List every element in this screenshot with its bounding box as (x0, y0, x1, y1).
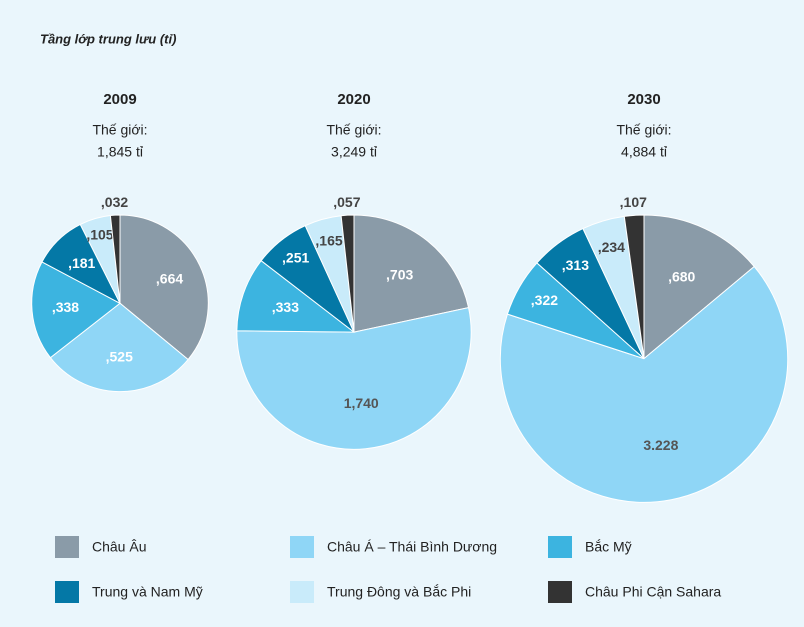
legend-label: Trung Đông và Bắc Phi (327, 584, 471, 600)
pie-title: 2030 (627, 91, 660, 108)
data-label: ,234 (598, 239, 625, 255)
pie-slice (31, 261, 121, 359)
pie-subtitle: Thế giới: (92, 122, 147, 138)
legend-swatch (548, 581, 572, 603)
pie-slice (643, 214, 755, 360)
data-label: ,057 (333, 194, 360, 210)
data-label: ,105 (86, 226, 113, 242)
legend-label: Châu Á – Thái Bình Dương (327, 539, 497, 555)
pie-slice (236, 306, 472, 450)
pie-title: 2020 (337, 91, 370, 108)
legend-swatch (55, 536, 79, 558)
chart-title: Tầng lớp trung lưu (tỉ) (40, 31, 176, 46)
data-label: 3.228 (643, 437, 678, 453)
pie-subtitle: Thế giới: (326, 122, 381, 138)
pie-subtitle: 4,884 tỉ (621, 144, 668, 160)
pie-subtitle: 3,249 tỉ (331, 144, 378, 160)
legend-label: Trung và Nam Mỹ (92, 584, 203, 600)
data-label: ,313 (562, 257, 589, 273)
legend-swatch (290, 536, 314, 558)
legend-swatch (290, 581, 314, 603)
legend-label: Bắc Mỹ (585, 539, 632, 555)
data-label: ,333 (272, 299, 299, 315)
data-label: ,251 (282, 250, 309, 266)
data-label: ,680 (668, 269, 695, 285)
data-label: ,525 (106, 349, 133, 365)
data-label: ,703 (386, 266, 413, 282)
pie-slice (49, 302, 189, 393)
pie-slice (623, 214, 645, 359)
pie-subtitle: 1,845 tỉ (97, 144, 144, 160)
legend-label: Châu Âu (92, 539, 146, 555)
legend-swatch (55, 581, 79, 603)
legend-swatch (548, 536, 572, 558)
data-label: ,107 (620, 194, 647, 210)
pie-slice (340, 214, 355, 333)
data-label: ,664 (156, 271, 183, 287)
data-label: ,032 (101, 194, 128, 210)
data-label: 1,740 (344, 395, 379, 411)
pie-slice (236, 259, 356, 333)
data-label: ,322 (531, 292, 558, 308)
pie-title: 2009 (103, 91, 136, 108)
legend-label: Châu Phi Cận Sahara (585, 584, 721, 600)
pie-subtitle: Thế giới: (616, 122, 671, 138)
data-label: ,165 (315, 233, 342, 249)
pie-slice (499, 265, 789, 503)
data-label: ,338 (52, 299, 79, 315)
pie-slice (353, 214, 470, 333)
pie-slice (119, 214, 209, 361)
pie-slice (109, 214, 121, 304)
data-label: ,181 (68, 255, 95, 271)
